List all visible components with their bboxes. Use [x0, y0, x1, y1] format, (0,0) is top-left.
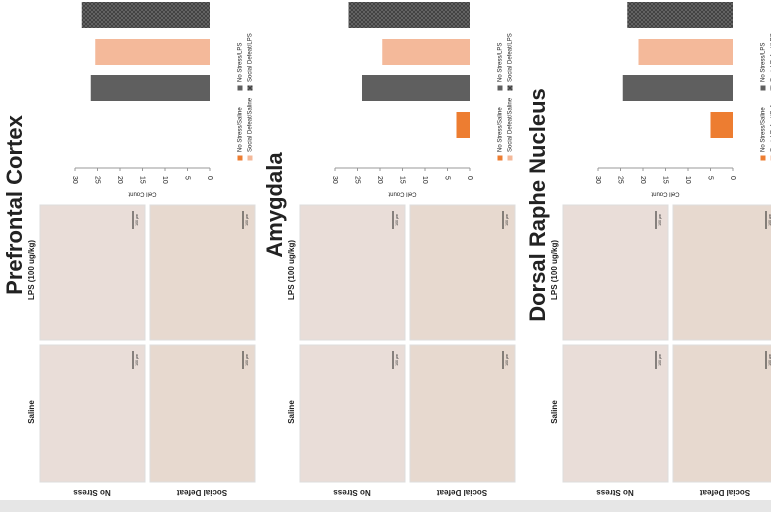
legend-swatch: [248, 86, 253, 91]
legend-label: No Stress/LPS: [238, 43, 244, 82]
legend-swatch: [498, 156, 503, 161]
scale-bar-label: 100 μm: [658, 354, 662, 366]
row-label: Social Defeat: [177, 488, 228, 497]
axis-title: Cell Count: [651, 190, 679, 196]
row-label: No Stress: [596, 488, 634, 497]
legend-label: No Stress/Saline: [498, 107, 504, 152]
column-label: LPS (100 ug/kg): [287, 240, 296, 300]
row-label: Social Defeat: [700, 488, 751, 497]
legend-label: Social Defeat/LPS: [248, 33, 254, 82]
micrograph: [673, 345, 771, 482]
scale-bar-label: 100 μm: [505, 214, 509, 226]
tick-label: 30: [71, 176, 78, 184]
legend-label: Social Defeat/LPS: [508, 33, 514, 82]
tick-label: 30: [331, 176, 338, 184]
legend-label: Social Defeat/Saline: [508, 97, 514, 152]
legend-label: Social Defeat/Saline: [248, 97, 254, 152]
legend-swatch: [508, 156, 513, 161]
bar: [627, 2, 733, 28]
row-label: No Stress: [73, 488, 111, 497]
bar: [349, 2, 471, 28]
tick-label: 25: [617, 176, 624, 184]
micrograph: [563, 205, 668, 340]
panel-title: Amygdala: [262, 152, 287, 258]
column-label: Saline: [287, 400, 296, 424]
scale-bar-label: 100 μm: [135, 354, 139, 366]
legend-label: No Stress/LPS: [761, 43, 767, 82]
legend-label: No Stress/LPS: [498, 43, 504, 82]
micrograph: [563, 345, 668, 482]
panel-title: Prefrontal Cortex: [2, 114, 27, 294]
scale-bar-label: 100 μm: [245, 214, 249, 226]
legend-label: No Stress/Saline: [238, 107, 244, 152]
legend-label: No Stress/Saline: [761, 107, 767, 152]
tick-label: 10: [421, 176, 428, 184]
micrograph: [300, 205, 405, 340]
scale-bar-label: 100 μm: [395, 214, 399, 226]
panel-title: Dorsal Raphe Nucleus: [525, 88, 550, 322]
tick-label: 30: [594, 176, 601, 184]
tick-label: 15: [662, 176, 669, 184]
micrograph: [150, 205, 255, 340]
micrograph: [410, 205, 515, 340]
scale-bar-label: 100 μm: [245, 354, 249, 366]
tick-label: 10: [684, 176, 691, 184]
legend-swatch: [238, 86, 243, 91]
scale-bar-label: 100 μm: [658, 214, 662, 226]
row-label: Social Defeat: [437, 488, 488, 497]
column-label: LPS (100 ug/kg): [550, 240, 559, 300]
axis-title: Cell Count: [388, 190, 416, 196]
bottom-strip: [0, 500, 771, 512]
figure: 0 5 10 15 20 25 30 Cell Count No Stress/Saline So…: [0, 0, 771, 512]
axis-title: Cell Count: [128, 190, 156, 196]
tick-label: 20: [116, 176, 123, 184]
column-label: Saline: [550, 400, 559, 424]
scale-bar-label: 100 μm: [135, 214, 139, 226]
legend-swatch: [248, 156, 253, 161]
bar: [711, 112, 734, 138]
legend-swatch: [238, 156, 243, 161]
tick-label: 5: [444, 176, 451, 180]
tick-label: 10: [161, 176, 168, 184]
tick-label: 25: [354, 176, 361, 184]
tick-label: 20: [376, 176, 383, 184]
bar: [457, 112, 471, 138]
legend-swatch: [508, 86, 513, 91]
tick-label: 5: [184, 176, 191, 180]
legend-swatch: [761, 86, 766, 91]
bar: [82, 2, 210, 28]
tick-label: 15: [139, 176, 146, 184]
scale-bar-label: 100 μm: [505, 354, 509, 366]
bar: [95, 39, 210, 65]
legend-swatch: [761, 156, 766, 161]
micrograph: [673, 205, 771, 340]
bar: [623, 75, 733, 101]
tick-label: 0: [466, 176, 473, 180]
tick-label: 0: [206, 176, 213, 180]
micrograph: [150, 345, 255, 482]
bar: [639, 39, 734, 65]
tick-label: 15: [399, 176, 406, 184]
micrograph: [40, 345, 145, 482]
tick-label: 20: [639, 176, 646, 184]
tick-label: 25: [94, 176, 101, 184]
bar: [91, 75, 210, 101]
micrograph: [300, 345, 405, 482]
scale-bar-label: 100 μm: [395, 354, 399, 366]
bar: [362, 75, 470, 101]
tick-label: 0: [729, 176, 736, 180]
row-label: No Stress: [333, 488, 371, 497]
bar: [382, 39, 470, 65]
column-label: LPS (100 ug/kg): [27, 240, 36, 300]
column-label: Saline: [27, 400, 36, 424]
tick-label: 5: [707, 176, 714, 180]
micrograph: [410, 345, 515, 482]
micrograph: [40, 205, 145, 340]
legend-swatch: [498, 86, 503, 91]
